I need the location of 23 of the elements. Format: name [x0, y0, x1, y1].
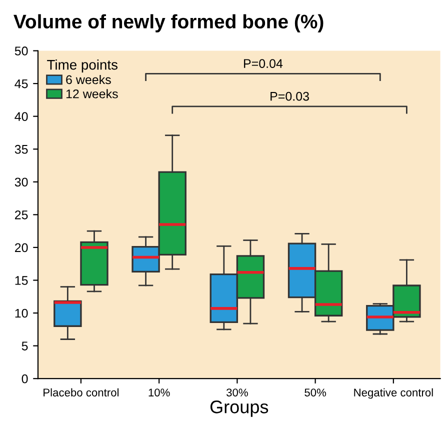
x-tick-label: Placebo control	[44, 388, 119, 396]
y-tick-label: 30	[14, 178, 28, 187]
legend-title: Time points	[47, 60, 118, 72]
y-tick-label: 10	[15, 308, 28, 318]
y-tick-label: 25	[15, 210, 28, 220]
chart-title: Volume of newly formed bone (%)	[14, 14, 324, 32]
legend-label: 12 weeks	[66, 89, 118, 98]
y-tick-label: 15	[15, 276, 28, 285]
annotation: P=0.04	[244, 59, 283, 68]
y-tick-label: 35	[14, 144, 28, 154]
x-tick-label: 30%	[226, 388, 248, 396]
x-tick-label: 10%	[148, 388, 170, 396]
y-tick-label: 5	[22, 342, 28, 350]
annotation: P=0.03	[270, 92, 309, 101]
legend-label: 6 weeks	[66, 74, 111, 84]
y-tick-label: 45	[14, 79, 28, 88]
x-axis-title: Groups	[210, 400, 268, 417]
y-tick-label: 0	[22, 374, 28, 384]
x-tick-label: Negative control	[354, 388, 433, 399]
y-tick-label: 40	[14, 112, 28, 121]
y-tick-label: 50	[14, 46, 28, 56]
x-tick-label: 50%	[304, 388, 326, 396]
y-tick-label: 20	[15, 243, 28, 252]
